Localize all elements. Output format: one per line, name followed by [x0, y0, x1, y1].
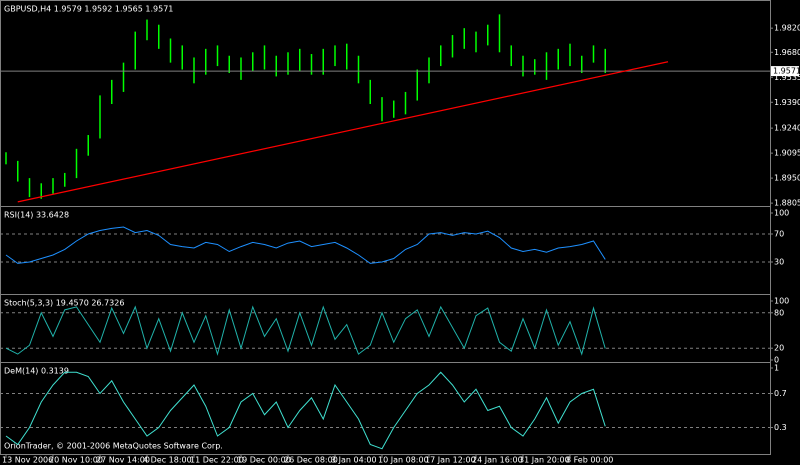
y-tick-label: 0.3	[774, 423, 787, 432]
x-tick-label: 20 Nov 10:00	[49, 456, 103, 465]
x-tick-label: 27 Nov 14:00	[96, 456, 150, 465]
y-tick-label: 30	[774, 258, 784, 267]
x-tick-label: 3 Jan 04:00	[331, 456, 377, 465]
y-tick-label: 70	[774, 230, 784, 239]
indicator-line	[5, 305, 606, 356]
x-tick-label: 4 Dec 18:00	[143, 456, 192, 465]
y-tick-label: 0.7	[774, 389, 787, 398]
panel-title: RSI(14) 33.6428	[4, 211, 69, 220]
y-tick-label: 0	[774, 356, 779, 365]
y-tick-label: 1.9820	[774, 24, 800, 33]
y-tick-label: 1.8950	[774, 174, 800, 183]
y-tick-label: 1.9535	[774, 73, 800, 82]
y-tick-label: 1.9680	[774, 48, 800, 57]
trendline	[17, 61, 669, 203]
x-tick-label: 13 Nov 2006	[2, 456, 53, 465]
copyright: OrionTrader, © 2001-2006 MetaQuotes Soft…	[4, 442, 223, 451]
y-tick-label: 1	[774, 364, 779, 373]
y-tick-label: 1.9390	[774, 98, 800, 107]
x-tick-label: 19 Dec 00:00	[237, 456, 291, 465]
y-tick-label: 20	[774, 344, 784, 353]
y-tick-label: 100	[774, 209, 789, 218]
y-tick-label: 1.9095	[774, 149, 800, 158]
chart-frame	[0, 0, 771, 455]
x-tick-label: 24 Jan 16:00	[472, 456, 523, 465]
indicator-line	[5, 371, 606, 450]
panel-title: GBPUSD,H4 1.9579 1.9592 1.9565 1.9571	[4, 5, 173, 14]
panel-title: DeM(14) 0.3139	[4, 367, 69, 376]
x-tick-label: 26 Dec 08:00	[284, 456, 338, 465]
y-tick-label: 1.9240	[774, 124, 800, 133]
y-tick-label: 100	[774, 297, 789, 306]
x-tick-label: 11 Dec 22:00	[190, 456, 244, 465]
panel-title: Stoch(5,3,3) 19.4570 26.7326	[4, 299, 124, 308]
current-price-box	[771, 66, 799, 77]
y-tick-label: 1.8805	[774, 199, 800, 208]
x-tick-label: 8 Feb 00:00	[566, 456, 613, 465]
x-tick-label: 17 Jan 12:00	[425, 456, 476, 465]
y-tick-label: 80	[774, 308, 784, 317]
x-tick-label: 31 Jan 20:00	[519, 456, 570, 465]
x-tick-label: 10 Jan 08:00	[378, 456, 429, 465]
indicator-line	[5, 226, 606, 264]
current-price-label: 1.9571	[773, 67, 800, 76]
